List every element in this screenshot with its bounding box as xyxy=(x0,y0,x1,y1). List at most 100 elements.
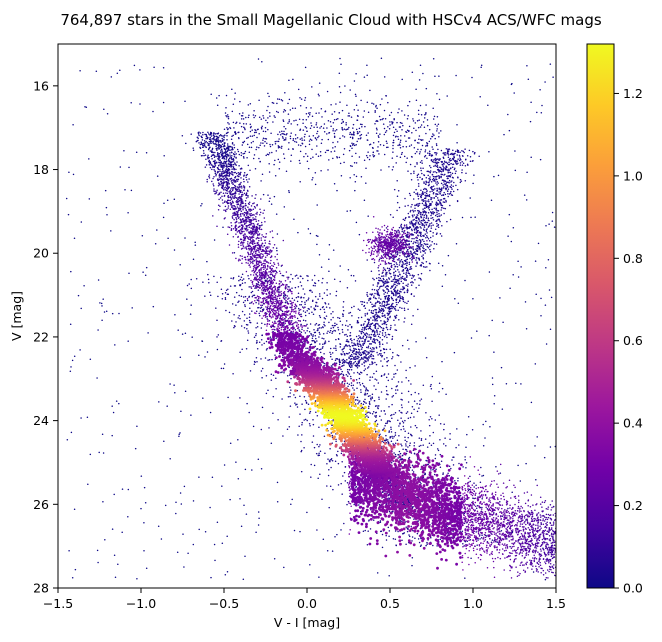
scatter-point xyxy=(549,446,552,448)
scatter-point xyxy=(353,389,355,391)
scatter-point xyxy=(500,530,503,532)
scatter-point xyxy=(248,286,250,288)
scatter-point xyxy=(276,102,278,105)
scatter-point xyxy=(326,462,328,465)
scatter-point xyxy=(272,121,274,123)
scatter-point xyxy=(251,135,254,137)
scatter-point xyxy=(445,444,447,447)
scatter-point xyxy=(401,454,404,457)
scatter-point xyxy=(385,334,387,336)
scatter-point xyxy=(343,361,346,364)
scatter-point xyxy=(215,307,217,309)
scatter-point xyxy=(239,397,241,399)
scatter-point xyxy=(335,290,338,293)
scatter-point xyxy=(410,144,413,146)
scatter-point xyxy=(413,172,415,174)
scatter-point xyxy=(329,329,332,332)
scatter-point xyxy=(303,446,305,449)
scatter-point xyxy=(288,142,290,144)
scatter-point xyxy=(240,295,243,298)
scatter-point xyxy=(419,226,421,228)
scatter-point xyxy=(378,115,381,118)
scatter-point xyxy=(294,275,297,277)
scatter-point xyxy=(355,144,357,146)
scatter-point xyxy=(289,281,291,283)
scatter-point xyxy=(419,239,422,242)
scatter-point xyxy=(301,421,303,424)
scatter-point xyxy=(207,154,209,157)
scatter-point xyxy=(416,532,419,535)
scatter-point xyxy=(406,157,408,159)
scatter-point xyxy=(398,425,400,427)
scatter-point xyxy=(458,154,461,157)
scatter-point xyxy=(338,332,341,335)
scatter-point xyxy=(417,109,420,112)
scatter-point xyxy=(250,142,253,144)
scatter-point xyxy=(224,148,227,151)
scatter-point xyxy=(471,160,474,162)
scatter-point xyxy=(213,239,216,241)
scatter-point xyxy=(166,199,169,202)
scatter-point xyxy=(399,294,401,296)
scatter-point xyxy=(255,531,257,533)
scatter-point xyxy=(303,293,306,295)
scatter-point xyxy=(282,274,285,277)
scatter-point xyxy=(410,323,413,326)
scatter-point xyxy=(358,156,361,158)
scatter-point xyxy=(226,132,228,134)
scatter-point xyxy=(362,327,364,329)
scatter-point xyxy=(374,123,376,125)
scatter-point xyxy=(300,285,303,287)
scatter-point xyxy=(415,99,418,101)
scatter-point xyxy=(306,155,309,157)
scatter-point xyxy=(111,405,113,407)
scatter-point xyxy=(427,152,429,154)
scatter-point xyxy=(131,307,133,309)
scatter-point xyxy=(375,308,378,311)
scatter-point xyxy=(212,134,215,137)
scatter-point xyxy=(346,359,348,361)
scatter-point xyxy=(323,123,326,125)
scatter-points xyxy=(65,57,556,581)
scatter-point xyxy=(216,154,219,156)
scatter-point xyxy=(447,154,450,156)
scatter-point xyxy=(179,432,181,434)
scatter-point xyxy=(367,395,370,397)
scatter-point xyxy=(372,147,374,150)
scatter-point xyxy=(387,379,390,382)
scatter-point xyxy=(392,278,395,281)
scatter-point xyxy=(406,261,408,263)
scatter-point xyxy=(386,278,388,281)
scatter-point xyxy=(446,525,448,527)
scatter-point xyxy=(411,564,413,567)
scatter-point xyxy=(237,150,240,153)
scatter-point xyxy=(248,313,251,315)
scatter-point xyxy=(238,314,240,317)
scatter-point xyxy=(346,481,349,484)
scatter-point xyxy=(364,398,366,401)
scatter-point xyxy=(422,208,424,210)
scatter-point xyxy=(300,303,303,306)
scatter-point xyxy=(209,506,211,509)
scatter-point xyxy=(261,344,263,346)
scatter-point xyxy=(294,396,297,399)
scatter-point xyxy=(422,167,424,170)
scatter-point xyxy=(260,428,263,431)
scatter-point xyxy=(371,393,374,396)
scatter-point xyxy=(426,145,429,147)
scatter-point xyxy=(258,146,260,149)
scatter-point xyxy=(547,259,550,261)
scatter-point xyxy=(234,325,236,328)
scatter-point xyxy=(413,416,415,418)
scatter-point xyxy=(401,78,403,81)
scatter-point xyxy=(365,402,367,404)
scatter-point xyxy=(260,118,263,120)
scatter-point xyxy=(418,277,420,279)
scatter-point xyxy=(397,381,400,383)
scatter-point xyxy=(391,403,393,406)
scatter-point xyxy=(283,372,285,374)
scatter-point xyxy=(488,151,490,153)
scatter-point xyxy=(215,140,218,142)
scatter-point xyxy=(176,551,179,554)
scatter-point xyxy=(276,98,279,100)
